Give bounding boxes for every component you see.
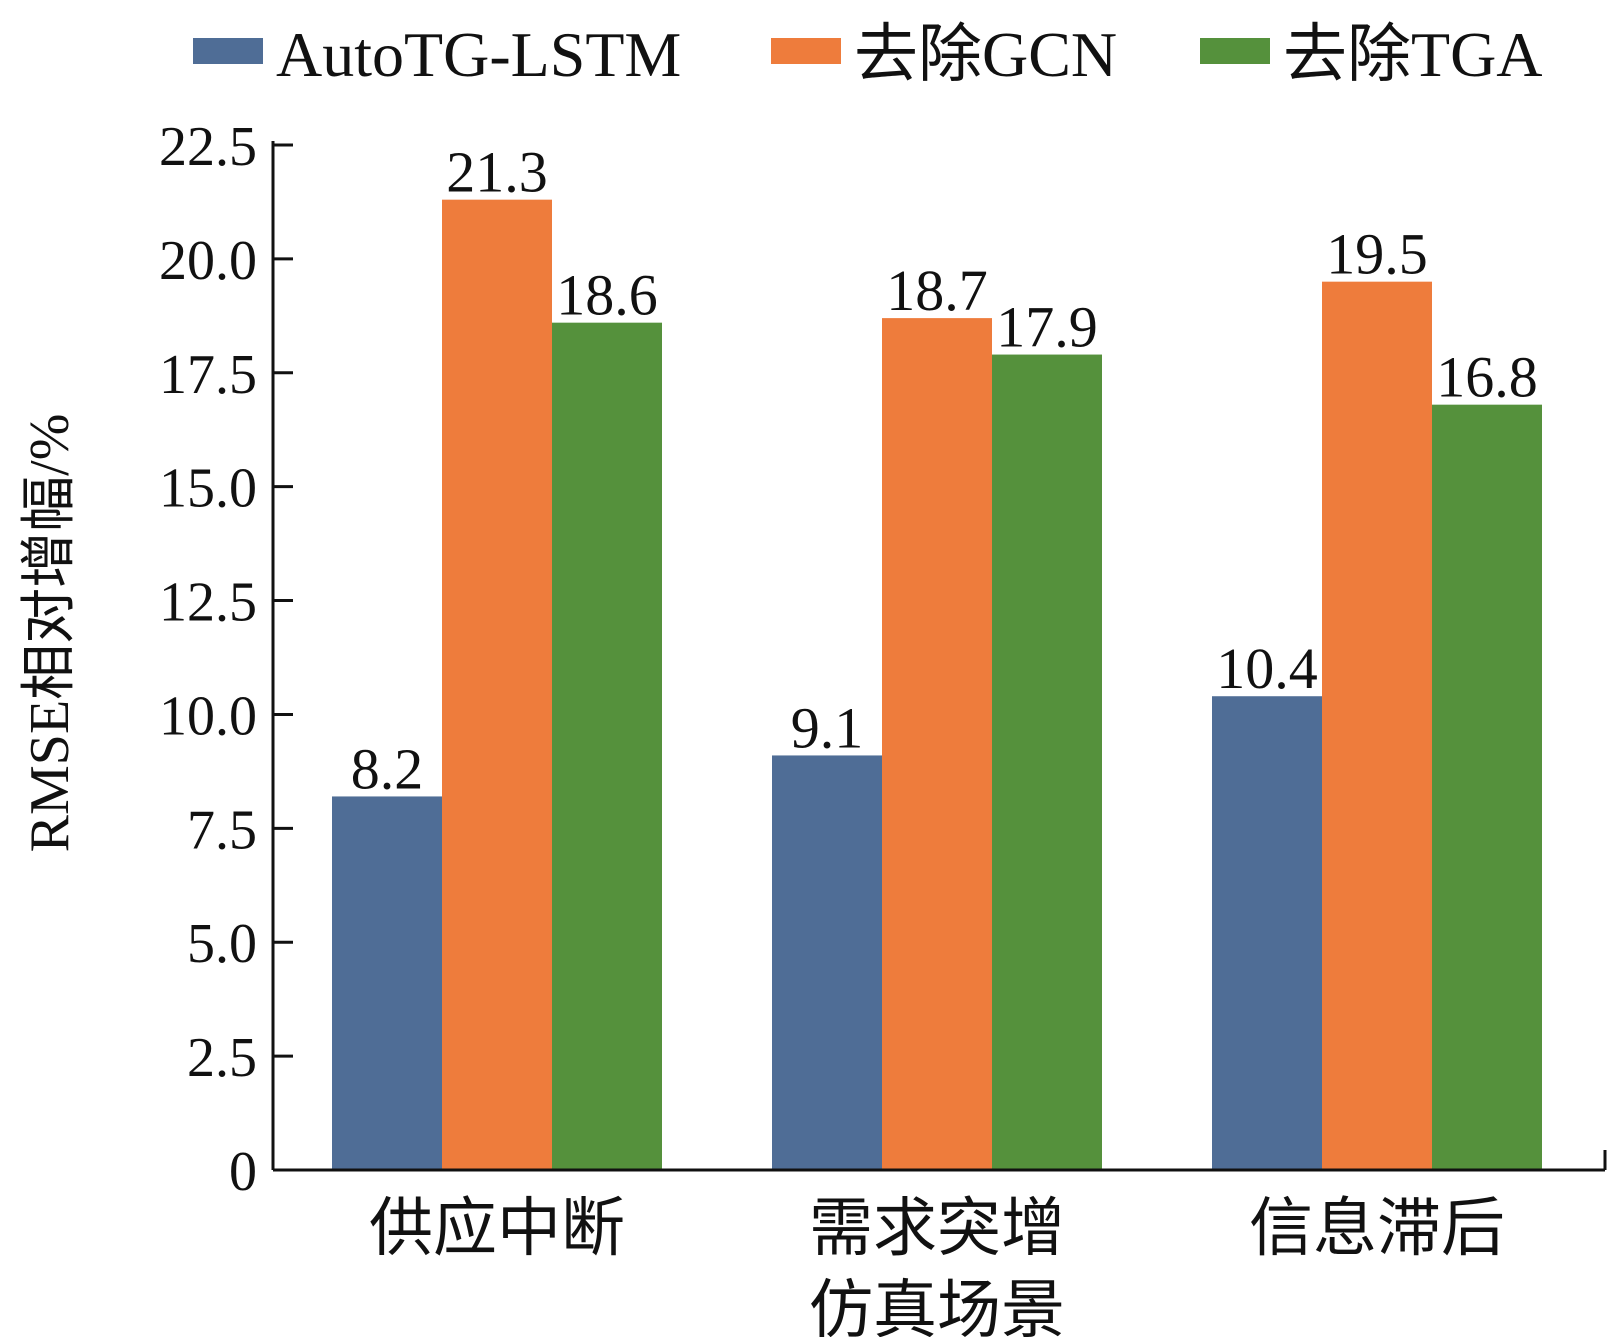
- legend-label: 去除GCN: [854, 19, 1117, 90]
- y-tick-label: 22.5: [159, 116, 257, 178]
- data-label: 16.8: [1436, 345, 1538, 410]
- data-label: 17.9: [996, 295, 1098, 360]
- data-label: 8.2: [351, 736, 424, 801]
- bar: [332, 796, 442, 1170]
- y-tick-label: 7.5: [187, 799, 257, 861]
- y-tick-label: 5.0: [187, 913, 257, 975]
- legend-swatch: [1200, 38, 1270, 64]
- bar: [772, 755, 882, 1170]
- y-tick-label: 12.5: [159, 572, 257, 634]
- x-category-label: 供应中断: [369, 1193, 625, 1264]
- legend-swatch: [771, 38, 841, 64]
- x-category-label: 需求突增: [809, 1193, 1065, 1264]
- legend-swatch: [193, 38, 263, 64]
- y-axis: 0 2.5 5.0 7.5 10.0 12.5 15.0 17.5 20.0 22.5: [159, 116, 293, 1203]
- bars: [332, 199, 1542, 1171]
- legend: AutoTG-LSTM 去除GCN 去除TGA: [193, 19, 1543, 90]
- y-tick-label: 20.0: [159, 230, 257, 292]
- bar: [442, 199, 552, 1170]
- bar: [1212, 696, 1322, 1170]
- legend-label: AutoTG-LSTM: [276, 19, 681, 90]
- bar: [992, 354, 1102, 1170]
- data-label: 9.1: [791, 695, 864, 760]
- y-tick-label: 17.5: [159, 344, 257, 406]
- data-label: 18.7: [886, 258, 988, 323]
- x-category-label: 仿真场景: [809, 1275, 1065, 1337]
- data-label: 19.5: [1326, 222, 1428, 287]
- bar: [882, 318, 992, 1171]
- y-axis-title: RMSE相对增幅/%: [19, 414, 81, 853]
- y-tick-label: 15.0: [159, 458, 257, 520]
- x-category-label: 信息滞后: [1249, 1193, 1505, 1264]
- data-label: 21.3: [446, 140, 548, 205]
- axes: [271, 141, 1607, 1172]
- bar: [552, 322, 662, 1171]
- data-label: 10.4: [1216, 636, 1318, 701]
- bar: [1322, 281, 1432, 1171]
- legend-label: 去除TGA: [1283, 19, 1543, 90]
- y-axis-title-group: RMSE相对增幅/%: [19, 414, 81, 853]
- data-label: 18.6: [556, 263, 658, 328]
- y-tick-label: 10.0: [159, 685, 257, 747]
- data-labels: 8.2 9.1 10.4 21.3 18.7 19.5 18.6 17.9 16.8: [351, 140, 1538, 802]
- y-tick-label: 0: [229, 1141, 257, 1203]
- bar: [1432, 404, 1542, 1171]
- y-tick-label: 2.5: [187, 1027, 257, 1089]
